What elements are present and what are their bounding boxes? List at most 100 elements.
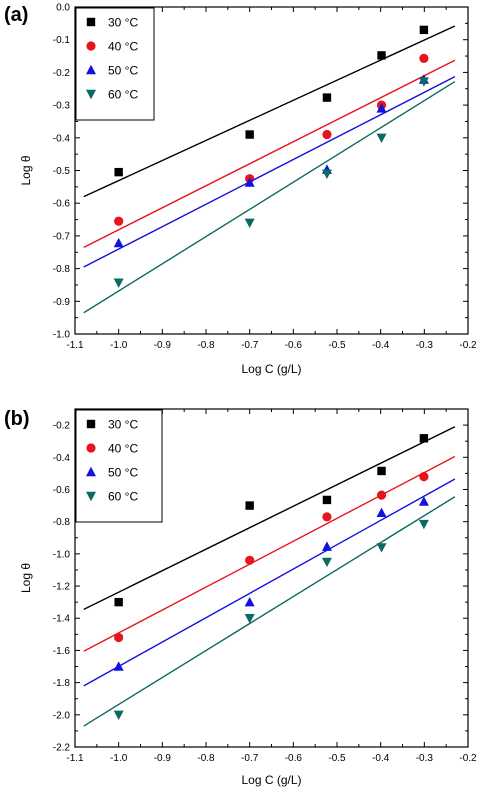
data-point: [245, 130, 254, 139]
panel-label: (a): [4, 4, 28, 26]
y-tick-label: -0.8: [53, 517, 71, 528]
legend-label: 40 °C: [108, 442, 138, 456]
data-point: [419, 53, 429, 63]
panel-label: (b): [4, 408, 30, 430]
x-tick-label: -0.3: [416, 753, 434, 764]
legend-label: 30 °C: [108, 418, 138, 432]
data-point: [376, 103, 387, 113]
legend-label: 60 °C: [108, 88, 138, 102]
legend-marker: [86, 491, 96, 502]
fit-line: [83, 455, 456, 652]
data-point: [419, 472, 429, 482]
data-point: [418, 496, 429, 506]
data-point: [322, 512, 332, 522]
data-point: [113, 278, 124, 288]
data-point: [322, 129, 332, 140]
x-tick-label: -0.8: [197, 753, 215, 764]
legend-label: 50 °C: [108, 64, 138, 78]
data-point: [419, 434, 429, 443]
legend-label: 50 °C: [108, 466, 138, 480]
x-tick-label: -0.4: [372, 753, 390, 764]
data-point: [376, 543, 387, 553]
y-axis-title: Log θ: [19, 563, 33, 593]
data-point: [322, 93, 332, 102]
fit-line: [83, 80, 456, 314]
x-tick-label: -1.0: [110, 753, 128, 764]
legend-box: [75, 409, 163, 523]
x-tick-label: -1.0: [110, 340, 128, 351]
x-tick-label: -0.9: [154, 340, 172, 351]
legend-marker: [86, 17, 96, 27]
series-1: [83, 426, 456, 611]
data-point: [376, 490, 387, 500]
x-tick-label: -0.9: [154, 753, 172, 764]
x-tick-label: -1.1: [66, 340, 84, 351]
y-tick-label: -0.2: [53, 421, 71, 432]
series-4: [83, 77, 456, 314]
data-point: [322, 495, 332, 505]
y-tick-label: -1.8: [53, 678, 71, 689]
data-point: [113, 661, 124, 671]
y-tick-label: -0.4: [53, 453, 71, 464]
chart-panel-a: (a)-1.1 -1.0 -0.9 -0.8 -0.7 -0.6 -0.5 -0.4 -0.3-…: [4, 3, 477, 377]
data-point: [419, 25, 429, 35]
y-tick-label: -0.2: [53, 68, 71, 79]
data-point: [114, 597, 123, 607]
fit-line: [83, 478, 456, 687]
x-tick-label: -1.1: [66, 753, 84, 764]
y-tick-label: -2.0: [53, 710, 71, 721]
y-tick-label: -0.8: [53, 264, 71, 275]
data-point: [321, 541, 332, 551]
x-tick-label: -0.5: [328, 340, 346, 351]
y-tick-label: -0.7: [53, 231, 71, 242]
x-axis-title: Log C (g/L): [241, 362, 301, 376]
chart-panel-b: (b) -1.1 -1.0 -0.9 -0.8 -0.7 -0.6 -0.5 -0.4 -0.3 -…: [4, 408, 477, 787]
series-2: [83, 455, 456, 652]
legend-marker: [86, 443, 96, 453]
legend-marker: [86, 419, 96, 429]
x-tick-label: -0.7: [241, 340, 259, 351]
data-point: [244, 177, 255, 187]
legend-box: [75, 7, 155, 121]
series-3: [83, 74, 456, 268]
legend-label: 60 °C: [108, 490, 138, 504]
legend-marker: [86, 64, 96, 75]
y-tick-label: -0.1: [53, 35, 71, 46]
legend: 30 °C 40 °C 50 °C 60 °C: [75, 7, 155, 121]
x-tick-label: -0.6: [285, 340, 303, 351]
legend-label: 40 °C: [108, 40, 138, 54]
legend-label: 30 °C: [108, 16, 138, 30]
legend-marker: [86, 41, 96, 51]
y-tick-label: -0.5: [53, 166, 71, 177]
data-point: [114, 632, 124, 643]
series-4: [83, 496, 456, 727]
y-tick-label: -1.6: [53, 646, 71, 657]
y-tick-label: -0.4: [53, 133, 71, 144]
y-tick-label: -2.2: [53, 743, 71, 754]
x-tick-label: -0.5: [328, 753, 346, 764]
data-point: [376, 507, 387, 518]
data-point: [377, 466, 386, 476]
x-tick-label: -0.8: [197, 340, 215, 351]
y-tick-label: -1.4: [53, 614, 71, 625]
data-point: [244, 218, 255, 229]
data-point: [114, 167, 123, 177]
data-point: [245, 555, 255, 565]
data-point: [244, 614, 255, 624]
y-tick-label: -0.6: [53, 199, 71, 210]
data-point: [376, 133, 387, 143]
x-tick-label: -0.6: [285, 753, 303, 764]
data-point: [418, 77, 429, 87]
x-tick-label: -0.7: [241, 753, 259, 764]
y-tick-label: -1.2: [53, 582, 71, 593]
data-point: [377, 51, 386, 60]
data-point: [244, 596, 255, 607]
fit-line: [83, 76, 456, 268]
data-point: [113, 710, 124, 721]
fit-line: [83, 426, 456, 611]
data-point: [114, 216, 124, 226]
x-axis-title: Log C (g/L): [241, 773, 301, 787]
series-1: [83, 25, 456, 198]
x-tick-label: -0.4: [372, 340, 390, 351]
y-tick-label: 0.0: [56, 3, 70, 14]
